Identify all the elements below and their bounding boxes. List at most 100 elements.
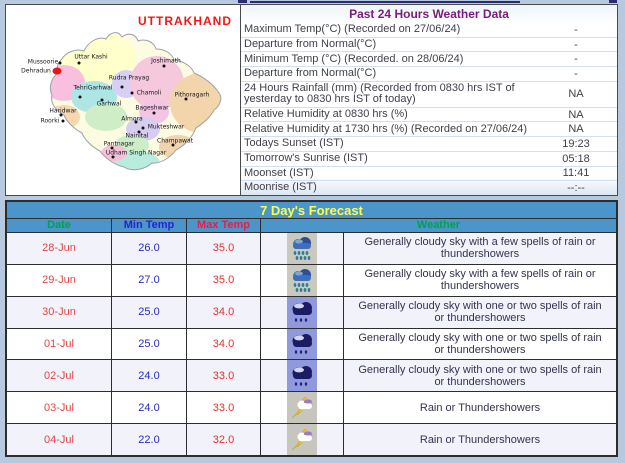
row-label: Relative Humidity at 1730 hrs (%) (Recor… — [244, 122, 528, 135]
forecast-row: 02-Jul 24.0 33.0 Generally cloudy — [7, 359, 616, 392]
city-dot — [120, 85, 124, 89]
city-label: Bageshwar — [135, 104, 169, 112]
uttrakhand-map-panel: UTTRAKHAND Mussoorie Dehradun Uttar Kash… — [6, 5, 241, 195]
table-row: Moonrise (IST) --:-- — [241, 180, 617, 195]
weather-description: Generally cloudy sky with a few spells o… — [364, 268, 596, 293]
row-label: 24 Hours Rainfall (mm) (Recorded from 08… — [244, 81, 515, 106]
city-label: Pantnagar — [103, 140, 135, 148]
city-label: Nainital — [125, 132, 149, 140]
min-temp-cell: 24.0 — [112, 392, 187, 424]
rain-cloud-icon — [287, 296, 317, 328]
date-cell: 03-Jul — [7, 392, 112, 424]
uttrakhand-map — [49, 32, 222, 171]
city-dot — [100, 98, 104, 102]
row-value: NA — [568, 123, 584, 136]
past24-rows: Maximum Temp(°C) (Recorded on 27/06/24) … — [241, 23, 617, 195]
min-temp-cell: 26.0 — [112, 233, 187, 264]
min-temp-cell: 22.0 — [112, 424, 187, 456]
weather-description: Rain or Thundershowers — [419, 401, 541, 414]
city-dot — [77, 61, 81, 65]
city-dot — [130, 91, 134, 95]
min-temp-cell: 27.0 — [112, 264, 187, 296]
forecast-rows: 28-Jun 26.0 35.0 — [7, 233, 616, 456]
weather-icon-cell — [261, 424, 344, 456]
city-label: Mussoorie — [27, 58, 59, 66]
city-dot — [137, 130, 141, 134]
date-cell: 02-Jul — [7, 360, 112, 392]
row-value: 11:41 — [562, 167, 590, 180]
forecast-section: 7 Day's Forecast Date Min Temp Max Temp … — [5, 200, 618, 457]
city-label: Garhwal — [96, 100, 122, 108]
row-value: 05:18 — [562, 152, 590, 165]
city-dot — [141, 126, 145, 130]
city-dot — [162, 64, 166, 68]
min-temp-cell: 25.0 — [112, 328, 187, 360]
city-dot — [152, 111, 156, 115]
top-section: UTTRAKHAND Mussoorie Dehradun Uttar Kash… — [5, 4, 618, 196]
heavy-rain-cloud-icon — [287, 233, 317, 264]
thunderstorm-cloud-icon — [287, 392, 317, 424]
city-dot-dehradun — [52, 67, 62, 75]
city-label: Almora — [121, 115, 143, 123]
row-value: --:-- — [567, 182, 585, 195]
row-label: Relative Humidity at 0830 hrs (%) — [244, 107, 408, 120]
max-temp-cell: 33.0 — [187, 360, 261, 392]
row-value: 19:23 — [562, 137, 590, 150]
row-value: NA — [568, 108, 584, 121]
city-label: TehriGarhwal — [73, 84, 113, 92]
city-label: Rudra Prayag — [108, 74, 150, 82]
row-label: Minimum Temp (°C) (Recorded. on 28/06/24… — [244, 52, 464, 65]
min-temp-cell: 25.0 — [112, 296, 187, 328]
forecast-column-headers: Date Min Temp Max Temp Weather — [7, 219, 616, 233]
weather-icon-cell — [261, 233, 344, 264]
weather-description: Generally cloudy sky with one or two spe… — [358, 363, 602, 388]
table-row: Departure from Normal(°C) - — [241, 66, 617, 81]
date-cell: 29-Jun — [7, 264, 112, 296]
table-row: Tomorrow's Sunrise (IST) 05:18 — [241, 150, 617, 166]
weather-icon-cell — [261, 328, 344, 360]
table-row: Departure from Normal(°C) - — [241, 36, 617, 52]
city-label: Joshimath — [151, 57, 181, 65]
column-header-max-temp: Max Temp — [187, 219, 261, 232]
max-temp-cell: 35.0 — [187, 233, 261, 264]
forecast-row: 28-Jun 26.0 35.0 — [7, 233, 616, 264]
row-label: Moonset (IST) — [244, 166, 314, 179]
column-header-weather: Weather — [416, 219, 461, 231]
column-header-date: Date — [7, 219, 112, 232]
row-label: Departure from Normal(°C) — [244, 67, 377, 80]
table-row: Relative Humidity at 1730 hrs (%) (Recor… — [241, 121, 617, 136]
max-temp-cell: 33.0 — [187, 392, 261, 424]
rain-cloud-icon — [287, 328, 317, 360]
map-title: UTTRAKHAND — [138, 14, 232, 28]
weather-description: Generally cloudy sky with a few spells o… — [364, 236, 596, 261]
row-label: Departure from Normal(°C) — [244, 37, 377, 50]
max-temp-cell: 32.0 — [187, 424, 261, 456]
date-cell: 04-Jul — [7, 424, 112, 456]
table-row: Maximum Temp(°C) (Recorded on 27/06/24) … — [241, 23, 617, 37]
weather-description: Rain or Thundershowers — [419, 433, 541, 446]
weather-icon-cell — [261, 264, 344, 296]
row-label: Moonrise (IST) — [244, 181, 317, 194]
heavy-rain-cloud-icon — [287, 264, 317, 296]
row-value: - — [574, 23, 578, 36]
row-value: - — [574, 38, 578, 51]
row-value: - — [574, 53, 578, 66]
weather-icon-cell — [261, 296, 344, 328]
weather-icon-cell — [261, 360, 344, 392]
date-cell: 30-Jun — [7, 296, 112, 328]
city-label: Udham Singh Nagar — [105, 149, 167, 157]
city-label: Roorki — [40, 117, 60, 125]
date-cell: 01-Jul — [7, 328, 112, 360]
table-row: Relative Humidity at 0830 hrs (%) NA — [241, 106, 617, 122]
city-label: Dehradun — [21, 67, 51, 75]
city-dot — [59, 113, 63, 117]
max-temp-cell: 34.0 — [187, 296, 261, 328]
city-dot — [184, 97, 188, 101]
city-dot — [58, 61, 62, 65]
forecast-row: 04-Jul 22.0 32.0 Rain or Thundershowers — [7, 423, 616, 456]
table-row: Todays Sunset (IST) 19:23 — [241, 136, 617, 151]
table-row: Minimum Temp (°C) (Recorded. on 28/06/24… — [241, 51, 617, 66]
city-dot — [78, 95, 82, 99]
past24-title: Past 24 Hours Weather Data — [349, 7, 509, 21]
table-row: 24 Hours Rainfall (mm) (Recorded from 08… — [241, 80, 617, 107]
